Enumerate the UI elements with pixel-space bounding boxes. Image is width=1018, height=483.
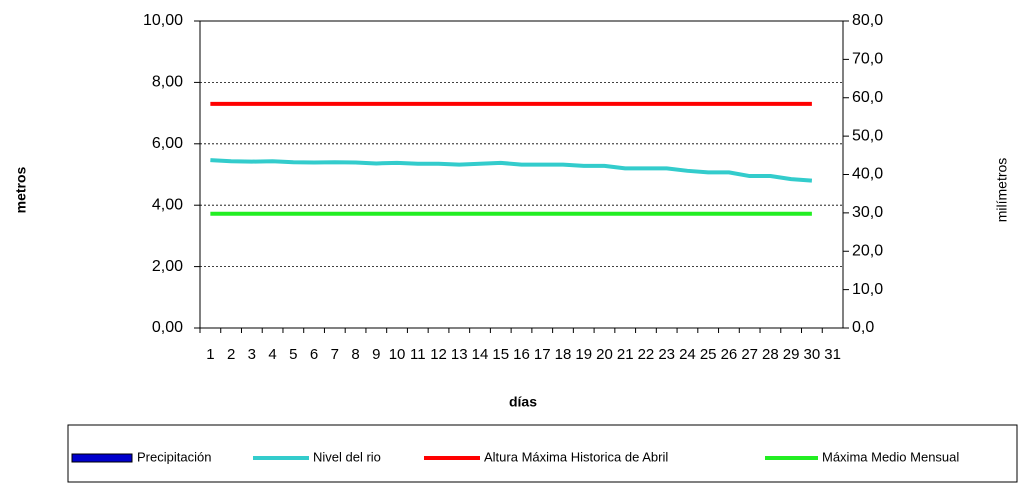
y-axis-title: metros [13,166,29,213]
legend-box [67,424,1018,483]
y2-tick-label: 0,0 [852,319,874,336]
x-tick-label: 27 [741,346,758,363]
x-tick-label: 3 [248,346,256,363]
x-tick-label: 7 [331,346,339,363]
x-tick-label: 29 [783,346,800,363]
x-tick-label: 11 [410,346,426,363]
x-tick-label: 5 [289,346,297,363]
line [210,158,813,183]
y-tick-label: 0,00 [152,319,183,336]
y2-tick-label: 40,0 [852,166,883,183]
x-tick-label: 6 [310,346,318,363]
y-tick-label: 2,00 [152,258,183,275]
x-tick-label: 14 [472,346,489,363]
x-tick-label: 16 [513,346,530,363]
x-tick-label: 23 [658,346,675,363]
y2-tick-label: 80,0 [852,12,883,29]
x-tick-label: 4 [268,346,276,363]
x-tick-label: 18 [555,346,572,363]
y2-tick-label: 30,0 [852,204,883,221]
x-tick-label: 19 [575,346,592,363]
y2-tick-label: 60,0 [852,89,883,106]
x-tick-label: 21 [617,346,634,363]
x-tick-label: 17 [534,346,551,363]
y-tick-label: 6,00 [152,135,183,152]
y-tick-label: 4,00 [152,196,183,213]
x-tick-label: 28 [762,346,779,363]
y-tick-label: 8,00 [152,74,183,91]
y2-tick-label: 50,0 [852,127,883,144]
x-axis-title: días [509,394,537,410]
plot-border [199,20,844,329]
x-tick-label: 12 [430,346,447,363]
x-tick-label: 15 [492,346,509,363]
legend-label: Máxima Medio Mensual [822,449,959,464]
x-tick-label: 31 [824,346,841,363]
legend-label: Precipitación [137,449,211,464]
x-tick-label: 10 [389,346,406,363]
x-tick-label: 24 [679,346,696,363]
x-tick-label: 2 [227,346,235,363]
x-tick-label: 9 [372,346,380,363]
x-tick-label: 1 [206,346,214,363]
x-tick-label: 20 [596,346,613,363]
x-tick-label: 26 [721,346,738,363]
legend-label: Nivel del rio [313,449,381,464]
x-tick-label: 25 [700,346,717,363]
x-tick-label: 30 [804,346,821,363]
y2-tick-label: 20,0 [852,242,883,259]
y2-axis-title: milímetros [994,158,1010,223]
legend-swatch [71,453,133,463]
y-tick-label: 10,00 [143,12,183,29]
x-tick-label: 22 [638,346,655,363]
x-tick-label: 13 [451,346,468,363]
legend-label: Altura Máxima Historica de Abril [484,449,668,464]
y2-tick-label: 10,0 [852,281,883,298]
x-tick-label: 8 [351,346,359,363]
y2-tick-label: 70,0 [852,51,883,68]
